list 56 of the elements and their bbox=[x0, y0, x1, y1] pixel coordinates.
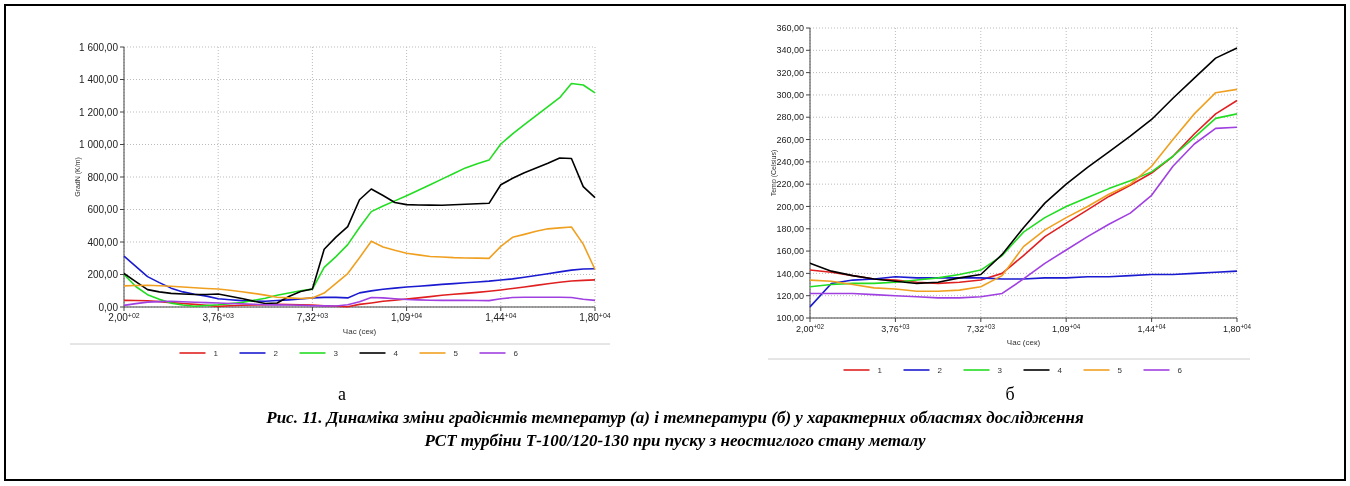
x-tick-label: 3,76$^{+03}$ bbox=[202, 311, 234, 323]
y-tick-label: 320,00 bbox=[776, 67, 804, 78]
x-tick-label: 1,44$^{+04}$ bbox=[1137, 322, 1167, 334]
legend-label: 5 bbox=[453, 348, 459, 358]
y-tick-label: 300,00 bbox=[776, 90, 804, 101]
x-tick-label: 3,76$^{+03}$ bbox=[881, 322, 910, 334]
text: б bbox=[1005, 384, 1015, 404]
y-tick-label: 1 000,00 bbox=[79, 139, 119, 150]
y-tick-label: 120,00 bbox=[776, 290, 804, 301]
y-tick-label: 100,00 bbox=[776, 313, 804, 324]
y-tick-label: 800,00 bbox=[87, 171, 119, 183]
y-tick-label: 360,00 bbox=[776, 23, 804, 34]
line-series bbox=[809, 270, 1238, 308]
text: Рис. 11. Динаміка зміни градієнтів температур (а) і температури (б) у характерних областях дослідження РСТ турбіни Т-100/120-130 при пуску з неостиглого стану металу bbox=[265, 408, 1084, 450]
y-tick-label: 1 200,00 bbox=[79, 106, 119, 118]
line-series bbox=[809, 47, 1238, 285]
legend-label: 6 bbox=[1177, 365, 1183, 375]
y-tick-label: 260,00 bbox=[776, 134, 804, 145]
legend-label: 3 bbox=[997, 365, 1003, 375]
y-tick-label: 400,00 bbox=[87, 236, 119, 248]
y-tick-label: 180,00 bbox=[776, 223, 804, 234]
x-tick-label: 1,44$^{+04}$ bbox=[485, 311, 517, 323]
y-tick-label: 140,00 bbox=[776, 268, 804, 279]
x-tick-label: 1,80$^{+04}$ bbox=[1222, 322, 1252, 334]
x-tick-label: 1,80$^{+04}$ bbox=[579, 311, 611, 323]
legend-label: 2 bbox=[937, 365, 943, 375]
legend-label: 2 bbox=[273, 348, 279, 358]
x-tick-label: 7,32$^{+03}$ bbox=[966, 322, 996, 334]
y-tick-label: 340,00 bbox=[776, 45, 804, 56]
legend-label: 6 bbox=[513, 348, 519, 358]
y-tick-label: 0,00 bbox=[98, 301, 119, 313]
y-tick-label: 600,00 bbox=[87, 204, 119, 215]
legend-label: 5 bbox=[1117, 365, 1123, 375]
y-tick-label: 160,00 bbox=[776, 246, 804, 257]
x-tick-label: 2,00$^{+02}$ bbox=[108, 311, 140, 323]
line-series bbox=[123, 226, 596, 300]
x-tick-label: 1,09$^{+04}$ bbox=[1052, 322, 1081, 334]
legend-label: 4 bbox=[393, 348, 399, 358]
y-tick-label: 1 600,00 bbox=[79, 41, 119, 53]
line-series bbox=[123, 255, 596, 303]
y-tick-label: 240,00 bbox=[776, 157, 804, 167]
x-axis-title: Час (сек) bbox=[342, 327, 377, 336]
y-tick-label: 280,00 bbox=[776, 112, 804, 123]
text: а bbox=[338, 384, 346, 404]
y-tick-label: 200,00 bbox=[776, 201, 804, 212]
legend-label: 4 bbox=[1057, 365, 1063, 375]
legend-label: 1 bbox=[877, 365, 883, 375]
x-tick-label: 7,32$^{+03}$ bbox=[296, 311, 329, 323]
legend-label: 1 bbox=[213, 348, 219, 358]
x-tick-label: 1,09$^{+04}$ bbox=[390, 311, 423, 323]
x-axis-title: Час (сек) bbox=[1006, 338, 1041, 347]
y-tick-label: 1 400,00 bbox=[79, 74, 119, 85]
x-tick-label: 2,00$^{+02}$ bbox=[795, 322, 825, 334]
y-tick-label: 200,00 bbox=[87, 269, 119, 280]
y-tick-label: 220,00 bbox=[776, 179, 804, 190]
legend-label: 3 bbox=[333, 348, 339, 358]
